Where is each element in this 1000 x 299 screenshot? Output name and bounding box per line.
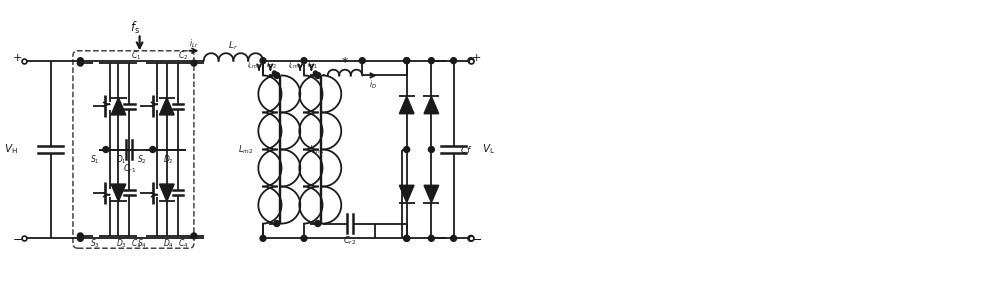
Text: $Cf$: $Cf$ [460, 144, 472, 155]
Circle shape [301, 58, 307, 64]
Text: $D_2$: $D_2$ [163, 153, 174, 166]
Circle shape [260, 235, 266, 241]
Circle shape [103, 147, 109, 152]
Circle shape [451, 235, 457, 241]
Circle shape [301, 235, 307, 241]
Polygon shape [159, 98, 174, 115]
Text: $V_\mathrm{H}$: $V_\mathrm{H}$ [4, 143, 18, 156]
Text: $i_D$: $i_D$ [369, 78, 377, 91]
Circle shape [77, 235, 83, 241]
Circle shape [359, 58, 365, 64]
Circle shape [468, 235, 474, 241]
Circle shape [315, 221, 321, 227]
Polygon shape [399, 185, 414, 203]
Text: $C_{r2}$: $C_{r2}$ [343, 235, 357, 247]
Circle shape [77, 233, 83, 239]
Circle shape [272, 71, 276, 75]
Circle shape [428, 147, 434, 152]
Circle shape [428, 58, 434, 64]
Circle shape [404, 147, 410, 152]
Text: $i_{Lr}$: $i_{Lr}$ [189, 37, 199, 50]
Text: $L_{m2}$: $L_{m2}$ [238, 143, 254, 156]
Text: *: * [342, 57, 348, 70]
Text: $i_{Tr1}$: $i_{Tr1}$ [307, 60, 319, 71]
Circle shape [404, 58, 410, 64]
Text: $D_4$: $D_4$ [163, 237, 174, 250]
Text: $i_{Lm2}$: $i_{Lm2}$ [247, 60, 261, 71]
Text: $C_{r1}$: $C_{r1}$ [123, 163, 136, 176]
Polygon shape [111, 184, 126, 201]
Text: $L_{m1}$: $L_{m1}$ [309, 143, 324, 156]
Text: $f_\mathrm{s}$: $f_\mathrm{s}$ [130, 19, 140, 36]
Text: +: + [13, 53, 22, 63]
Text: $D_1$: $D_1$ [116, 153, 127, 166]
Text: −: − [472, 234, 482, 247]
Circle shape [404, 235, 410, 241]
Circle shape [313, 71, 317, 75]
Text: $D_3$: $D_3$ [116, 237, 127, 250]
Circle shape [468, 58, 474, 64]
Circle shape [404, 235, 410, 241]
Circle shape [274, 72, 280, 78]
Polygon shape [159, 184, 174, 201]
Text: $L_r$: $L_r$ [228, 39, 238, 52]
Circle shape [451, 58, 457, 64]
Text: $S_4$: $S_4$ [137, 237, 147, 250]
Polygon shape [424, 185, 439, 203]
Text: $S_2$: $S_2$ [137, 153, 147, 166]
Text: $C_2$: $C_2$ [178, 49, 188, 62]
Polygon shape [424, 96, 439, 114]
Text: −: − [12, 234, 23, 247]
Circle shape [315, 72, 321, 78]
Circle shape [191, 60, 197, 66]
Circle shape [191, 233, 197, 239]
Circle shape [77, 60, 83, 66]
Circle shape [150, 147, 156, 152]
Text: $S_1$: $S_1$ [90, 153, 100, 166]
Text: $i_{Tr2}$: $i_{Tr2}$ [266, 60, 278, 71]
Circle shape [274, 221, 280, 227]
Polygon shape [111, 98, 126, 115]
Text: $C_1$: $C_1$ [131, 49, 141, 62]
Text: $S_3$: $S_3$ [90, 237, 100, 250]
Polygon shape [399, 96, 414, 114]
Text: +: + [472, 53, 481, 63]
Circle shape [404, 58, 410, 64]
Circle shape [77, 58, 83, 64]
Text: $C_3$: $C_3$ [131, 237, 141, 250]
Text: $V_\mathrm{L}$: $V_\mathrm{L}$ [482, 143, 495, 156]
Circle shape [260, 58, 266, 64]
Text: $C_4$: $C_4$ [178, 237, 188, 250]
Text: $i_{Lm1}$: $i_{Lm1}$ [288, 60, 302, 71]
Circle shape [428, 235, 434, 241]
